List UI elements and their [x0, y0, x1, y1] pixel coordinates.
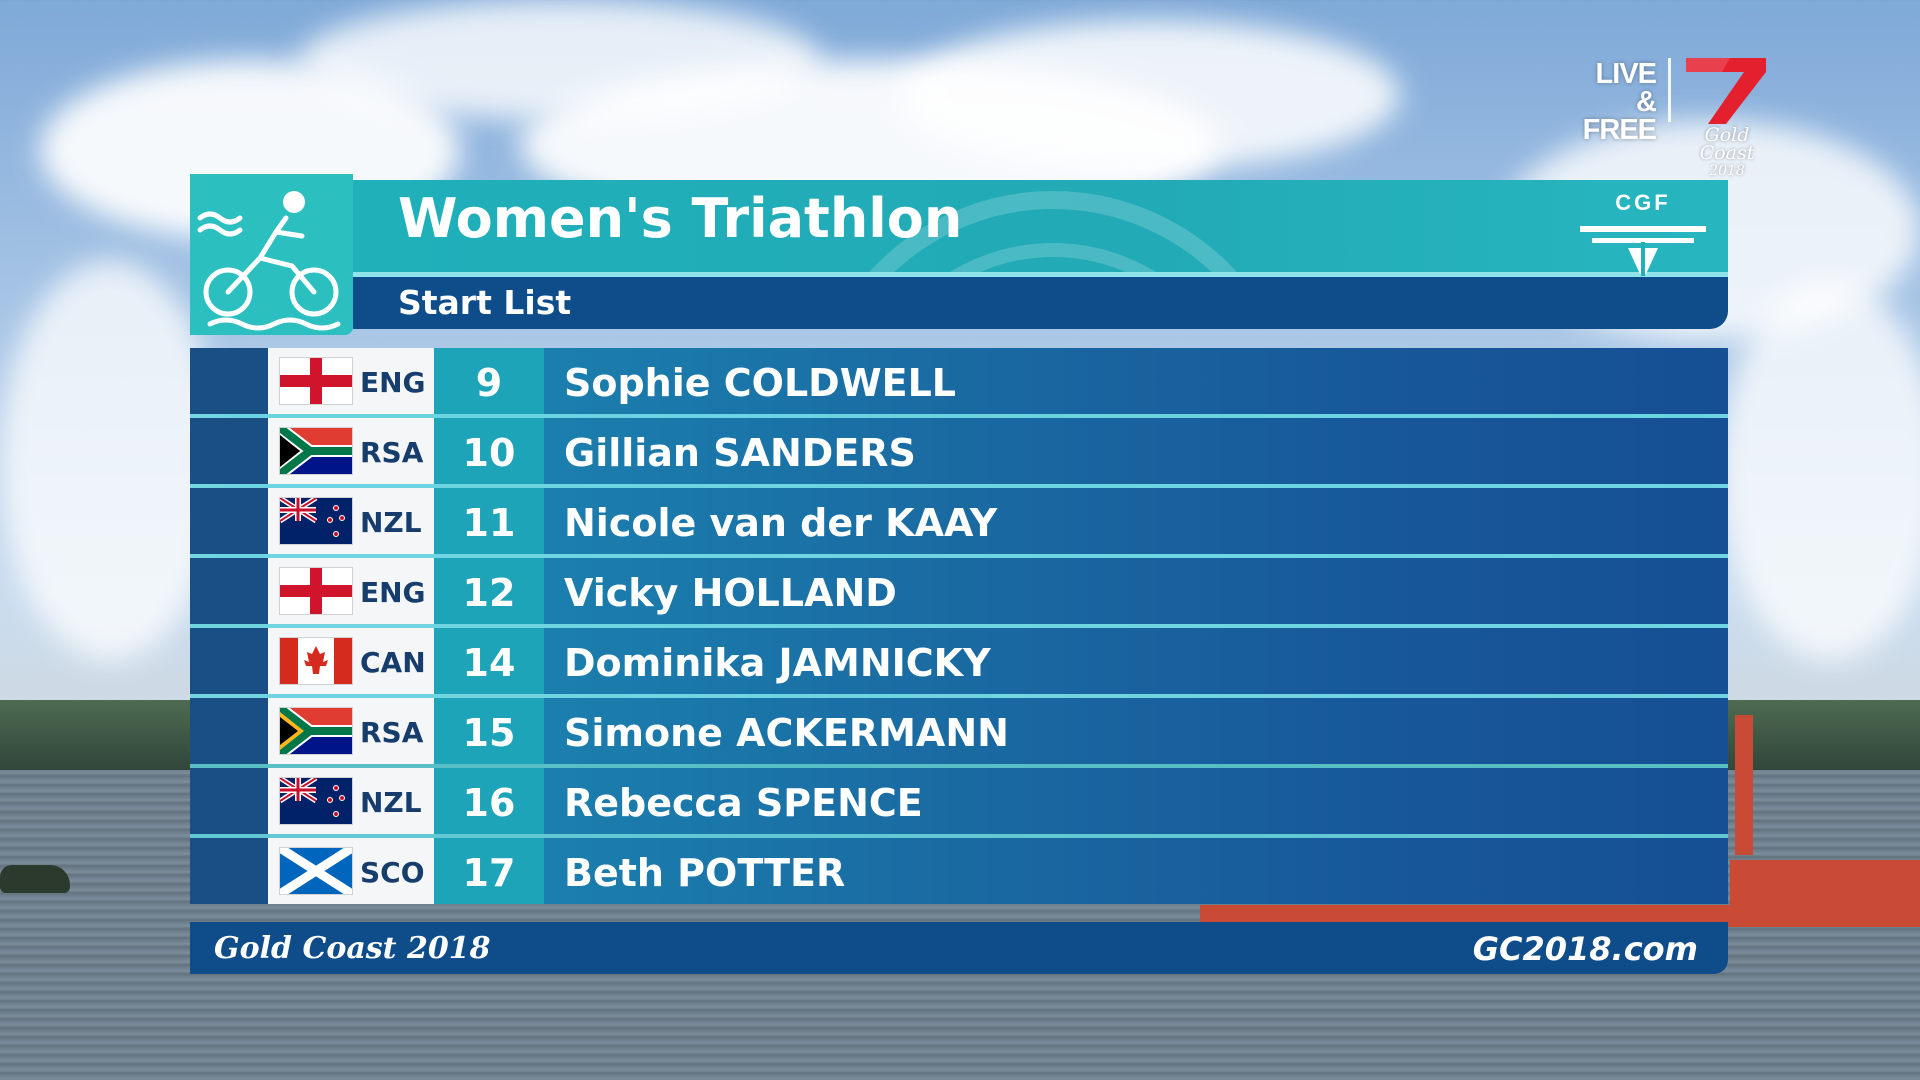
athlete-name: Rebecca SPENCE — [564, 781, 923, 825]
bib-number: 15 — [434, 698, 544, 764]
bib-number: 16 — [434, 768, 544, 834]
country-code: SCO — [360, 856, 425, 889]
triathlon-icon — [190, 174, 353, 335]
athlete-name: Simone ACKERMANN — [564, 711, 1009, 755]
athlete-name-cell: Simone ACKERMANN — [544, 698, 1728, 764]
jetski — [0, 865, 70, 893]
row-rank-cell — [190, 348, 268, 414]
gold-coast-logo-text: Gold Coast — [1699, 124, 1755, 164]
subtitle-bar — [353, 277, 1728, 329]
row-country-cell: ENG — [268, 348, 434, 414]
table-row: ENG 9 Sophie COLDWELL — [190, 348, 1728, 418]
athlete-name-cell: Dominika JAMNICKY — [544, 628, 1728, 694]
row-divider — [190, 554, 1728, 558]
country-code: RSA — [360, 716, 424, 749]
country-code: ENG — [360, 366, 426, 399]
page-subtitle: Start List — [398, 283, 572, 322]
south-africa-flag-icon — [280, 708, 352, 754]
row-rank-cell — [190, 418, 268, 484]
cgf-logo-text: CGF — [1615, 190, 1671, 215]
row-country-cell: NZL — [268, 768, 434, 834]
country-code: ENG — [360, 576, 426, 609]
row-country-cell: RSA — [268, 418, 434, 484]
bib-number: 14 — [434, 628, 544, 694]
gold-coast-logo: Gold Coast 2018 — [1682, 126, 1772, 180]
row-divider — [190, 484, 1728, 488]
athlete-name: Beth POTTER — [564, 851, 846, 895]
gold-coast-logo-year: 2018 — [1709, 163, 1745, 179]
footer-website: GC2018.com — [1472, 930, 1698, 968]
country-code: NZL — [360, 506, 422, 539]
row-rank-cell — [190, 488, 268, 554]
table-row: CAN 14 Dominika JAMNICKY — [190, 628, 1728, 698]
canada-flag-icon — [280, 638, 352, 684]
table-row: ENG 12 Vicky HOLLAND — [190, 558, 1728, 628]
row-rank-cell — [190, 768, 268, 834]
new-zealand-flag-icon — [280, 498, 352, 544]
row-rank-cell — [190, 838, 268, 904]
athlete-name: Nicole van der KAAY — [564, 501, 998, 545]
footer-event-name: Gold Coast 2018 — [214, 931, 491, 966]
table-row: NZL 16 Rebecca SPENCE — [190, 768, 1728, 838]
logo-divider — [1668, 58, 1671, 122]
bib-number: 12 — [434, 558, 544, 624]
title-underline — [353, 272, 1728, 277]
england-flag-icon — [280, 568, 352, 614]
live-label: LIVE & — [1595, 58, 1657, 118]
row-country-cell: RSA — [268, 698, 434, 764]
row-country-cell: SCO — [268, 838, 434, 904]
england-flag-icon — [280, 358, 352, 404]
athlete-name-cell: Vicky HOLLAND — [544, 558, 1728, 624]
row-rank-cell — [190, 558, 268, 624]
bib-number: 9 — [434, 348, 544, 414]
live-free-label: LIVE & FREE — [1574, 58, 1657, 146]
new-zealand-flag-icon — [280, 778, 352, 824]
row-divider — [190, 764, 1728, 768]
page-title: Women's Triathlon — [398, 187, 963, 250]
athlete-name-cell: Nicole van der KAAY — [544, 488, 1728, 554]
table-row: NZL 11 Nicole van der KAAY — [190, 488, 1728, 558]
athlete-name: Dominika JAMNICKY — [564, 641, 991, 685]
row-rank-cell — [190, 628, 268, 694]
row-rank-cell — [190, 698, 268, 764]
row-divider — [190, 414, 1728, 418]
title-bar — [353, 180, 1728, 276]
athlete-name: Sophie COLDWELL — [564, 361, 957, 405]
cgf-logo: CGF — [1578, 190, 1708, 276]
south-africa-flag-icon — [280, 428, 352, 474]
bib-number: 11 — [434, 488, 544, 554]
event-wall — [1730, 860, 1920, 920]
row-divider — [190, 834, 1728, 838]
athlete-name: Vicky HOLLAND — [564, 571, 897, 615]
athlete-name-cell: Rebecca SPENCE — [544, 768, 1728, 834]
event-flag-left — [1735, 715, 1753, 855]
athlete-name: Gillian SANDERS — [564, 431, 916, 475]
table-row: RSA 15 Simone ACKERMANN — [190, 698, 1728, 768]
free-label: FREE — [1582, 114, 1657, 146]
row-country-cell: CAN — [268, 628, 434, 694]
country-code: CAN — [360, 646, 426, 679]
bib-number: 10 — [434, 418, 544, 484]
country-code: RSA — [360, 436, 424, 469]
scotland-flag-icon — [280, 848, 352, 894]
footer-bar: Gold Coast 2018 GC2018.com — [190, 922, 1728, 974]
athlete-name-cell: Gillian SANDERS — [544, 418, 1728, 484]
country-code: NZL — [360, 786, 422, 819]
bib-number: 17 — [434, 838, 544, 904]
table-row: SCO 17 Beth POTTER — [190, 838, 1728, 904]
table-row: RSA 10 Gillian SANDERS — [190, 418, 1728, 488]
athlete-name-cell: Sophie COLDWELL — [544, 348, 1728, 414]
athlete-name-cell: Beth POTTER — [544, 838, 1728, 904]
start-list: ENG 9 Sophie COLDWELL RSA 10 Gillian SAN… — [190, 348, 1728, 908]
row-divider — [190, 624, 1728, 628]
row-country-cell: ENG — [268, 558, 434, 624]
row-divider — [190, 694, 1728, 698]
row-country-cell: NZL — [268, 488, 434, 554]
broadcaster-logo: LIVE & FREE Gold Coast 2018 — [1574, 54, 1824, 184]
seven-logo-icon — [1682, 54, 1774, 128]
